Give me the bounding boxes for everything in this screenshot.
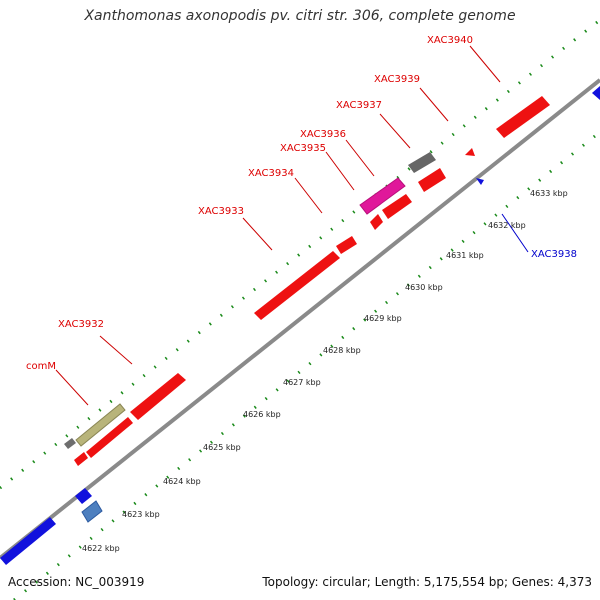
tick-label: 4623 kbp (122, 510, 160, 519)
gene-XAC3937b[interactable] (418, 168, 446, 192)
accession-text: Accession: NC_003919 (8, 575, 145, 589)
tick-label: 4626 kbp (243, 410, 281, 419)
tick-label: 4629 kbp (364, 314, 402, 323)
gene-label[interactable]: XAC3939 (374, 74, 420, 85)
gene-XAC3936[interactable] (382, 194, 412, 219)
tick-label: 4628 kbp (323, 346, 361, 355)
tick-label: 4630 kbp (405, 283, 443, 292)
gene-label[interactable]: comM (26, 361, 56, 372)
label-connectors (55, 45, 529, 406)
gene-XAC3935[interactable] (370, 214, 383, 230)
gene-label-group: comM XAC3932 XAC3933 XAC3934 XAC3935 XAC… (26, 35, 577, 372)
gene-label[interactable]: XAC3940 (427, 35, 473, 46)
gene-XAC3937[interactable] (408, 152, 436, 173)
reverse-genes[interactable] (0, 86, 600, 565)
gene-label[interactable]: XAC3935 (280, 143, 326, 154)
gene-XAC3934[interactable] (336, 236, 357, 254)
gene-blue-3[interactable] (81, 500, 103, 523)
forward-genes[interactable] (64, 96, 550, 466)
gene-XAC3932b[interactable] (130, 373, 186, 420)
gene-blue-4[interactable] (592, 86, 600, 100)
tick-label: 4631 kbp (446, 251, 484, 260)
tick-label: 4624 kbp (163, 477, 201, 486)
gene-XAC3938[interactable] (476, 178, 484, 185)
gene-comM[interactable] (64, 438, 76, 449)
outer-dotted-track (0, 18, 600, 490)
gene-blue-1[interactable] (0, 517, 56, 565)
gene-label[interactable]: XAC3932 (58, 319, 104, 330)
gene-label[interactable]: XAC3933 (198, 206, 244, 217)
map-title: Xanthomonas axonopodis pv. citri str. 30… (84, 8, 516, 24)
gene-XAC3940[interactable] (496, 96, 550, 138)
tick-label: 4622 kbp (82, 544, 120, 553)
tick-label: 4627 kbp (283, 378, 321, 387)
gene-XAC3939[interactable] (465, 148, 475, 156)
gene-XAC3932[interactable] (86, 417, 133, 458)
gene-label[interactable]: XAC3936 (300, 129, 346, 140)
tick-label: 4625 kbp (203, 443, 241, 452)
gene-XAC3936-pink[interactable] (359, 177, 406, 215)
inner-dotted-track (13, 130, 600, 600)
gene-label[interactable]: XAC3938 (531, 249, 577, 260)
genome-backbone (0, 78, 600, 560)
tick-label: 4632 kbp (488, 221, 526, 230)
tick-label-group: 4622 kbp 4623 kbp 4624 kbp 4625 kbp 4626… (82, 189, 568, 553)
topology-text: Topology: circular; Length: 5,175,554 bp… (262, 575, 592, 589)
gene-comM-body[interactable] (75, 403, 126, 447)
tick-label: 4633 kbp (530, 189, 568, 198)
gene-blue-2[interactable] (75, 488, 92, 504)
gene-XAC3933[interactable] (254, 251, 340, 320)
gene-label[interactable]: XAC3937 (336, 100, 382, 111)
gene-label[interactable]: XAC3934 (248, 168, 294, 179)
gene-red-small[interactable] (74, 452, 88, 466)
